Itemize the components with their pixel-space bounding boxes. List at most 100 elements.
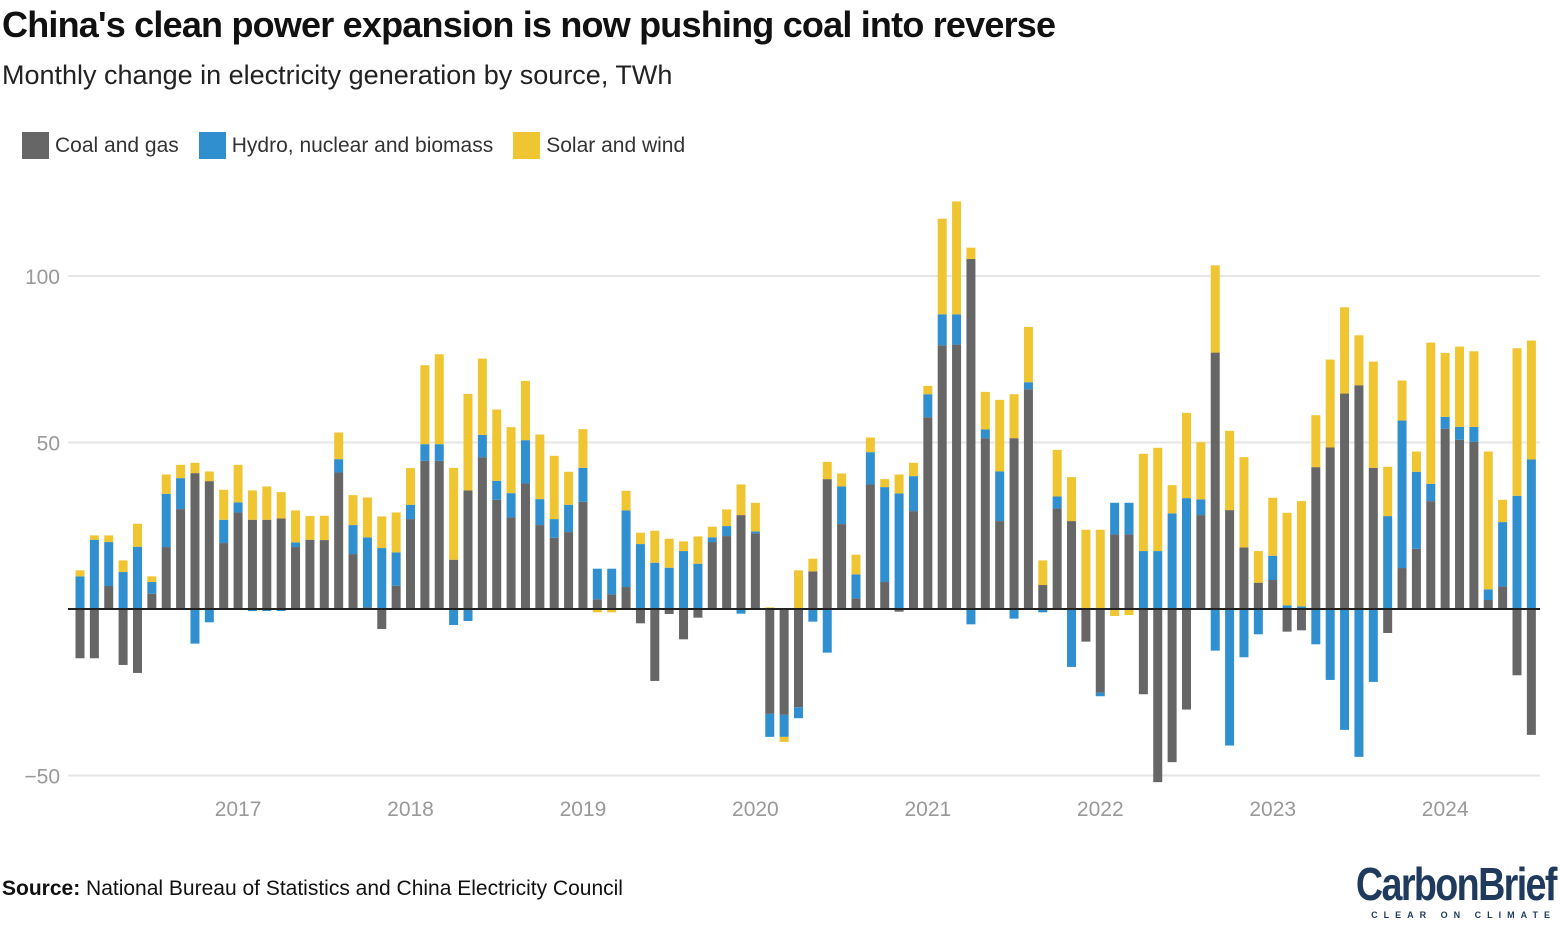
bar-coal-and-gas: [607, 594, 617, 609]
bar-coal-and-gas: [377, 609, 387, 629]
bar-hydro-nuclear-biomass: [1354, 609, 1364, 757]
bar-solar-and-wind: [650, 530, 660, 563]
bar-solar-and-wind: [1023, 326, 1033, 383]
bar-coal-and-gas: [693, 609, 703, 618]
logo-text: CarbonBrief: [1356, 858, 1558, 910]
bar-coal-and-gas: [1138, 609, 1148, 695]
bar-coal-and-gas: [679, 609, 689, 640]
bar-coal-and-gas: [880, 582, 890, 609]
bar-hydro-nuclear-biomass: [132, 546, 142, 609]
bar-coal-and-gas: [1095, 609, 1105, 693]
legend-label: Hydro, nuclear and biomass: [231, 133, 494, 157]
bar-solar-and-wind: [1383, 466, 1393, 517]
bar-solar-and-wind: [736, 484, 746, 516]
bar-coal-and-gas: [707, 542, 717, 609]
bar-solar-and-wind: [679, 541, 689, 552]
bar-solar-and-wind: [492, 409, 502, 481]
bar-solar-and-wind: [406, 468, 416, 505]
bar-coal-and-gas: [1009, 438, 1019, 609]
bar-coal-and-gas: [1325, 447, 1335, 609]
bar-coal-and-gas: [406, 519, 416, 609]
bar-solar-and-wind: [161, 474, 171, 494]
bar-coal-and-gas: [1181, 609, 1191, 710]
x-tick-label: 2024: [1422, 798, 1469, 821]
bar-hydro-nuclear-biomass: [420, 444, 430, 461]
bar-solar-and-wind: [1038, 560, 1048, 586]
bar-hydro-nuclear-biomass: [736, 609, 746, 614]
bar-hydro-nuclear-biomass: [1009, 609, 1019, 619]
bar-coal-and-gas: [75, 609, 85, 659]
bar-solar-and-wind: [348, 495, 358, 526]
bar-hydro-nuclear-biomass: [1023, 382, 1033, 390]
bar-coal-and-gas: [219, 543, 229, 609]
bar-hydro-nuclear-biomass: [578, 467, 588, 502]
x-tick-label: 2018: [387, 798, 434, 821]
bar-solar-and-wind: [1455, 346, 1465, 427]
bar-coal-and-gas: [89, 609, 99, 659]
bar-solar-and-wind: [1239, 457, 1249, 548]
bar-hydro-nuclear-biomass: [1469, 426, 1479, 442]
bar-coal-and-gas: [650, 609, 660, 681]
bar-coal-and-gas: [1067, 521, 1077, 609]
bar-hydro-nuclear-biomass: [1411, 471, 1421, 549]
bar-hydro-nuclear-biomass: [650, 562, 660, 609]
bar-solar-and-wind: [1268, 497, 1278, 556]
bar-hydro-nuclear-biomass: [89, 539, 99, 609]
bar-hydro-nuclear-biomass: [161, 493, 171, 548]
bar-solar-and-wind: [1095, 529, 1105, 609]
bar-coal-and-gas: [664, 609, 674, 614]
bar-solar-and-wind: [506, 427, 516, 494]
bar-solar-and-wind: [535, 434, 545, 500]
bar-coal-and-gas: [1340, 393, 1350, 609]
bar-hydro-nuclear-biomass: [1124, 502, 1134, 535]
bar-coal-and-gas: [1311, 467, 1321, 609]
bar-hydro-nuclear-biomass: [190, 609, 200, 644]
bar-hydro-nuclear-biomass: [837, 486, 847, 525]
bar-solar-and-wind: [1138, 453, 1148, 552]
bar-coal-and-gas: [1225, 510, 1235, 609]
bar-coal-and-gas: [1196, 515, 1206, 609]
bar-hydro-nuclear-biomass: [1110, 502, 1120, 535]
x-tick-label: 2023: [1249, 798, 1296, 821]
bar-solar-and-wind: [204, 471, 214, 482]
bar-hydro-nuclear-biomass: [463, 609, 473, 621]
bar-hydro-nuclear-biomass: [908, 476, 918, 512]
bar-coal-and-gas: [937, 345, 947, 609]
bar-solar-and-wind: [1124, 609, 1134, 615]
bar-coal-and-gas: [621, 587, 631, 609]
bar-solar-and-wind: [1153, 447, 1163, 552]
bar-solar-and-wind: [219, 489, 229, 520]
bar-hydro-nuclear-biomass: [1210, 609, 1220, 651]
bar-hydro-nuclear-biomass: [377, 548, 387, 609]
bar-coal-and-gas: [837, 524, 847, 609]
bar-hydro-nuclear-biomass: [1138, 551, 1148, 609]
bar-coal-and-gas: [736, 515, 746, 609]
bar-coal-and-gas: [463, 490, 473, 609]
bar-solar-and-wind: [362, 497, 372, 538]
bar-coal-and-gas: [750, 533, 760, 609]
bar-coal-and-gas: [564, 532, 574, 609]
bar-coal-and-gas: [132, 609, 142, 673]
bar-coal-and-gas: [1210, 352, 1220, 609]
x-tick-label: 2021: [904, 798, 951, 821]
bar-hydro-nuclear-biomass: [966, 609, 976, 625]
bar-solar-and-wind: [880, 479, 890, 488]
bar-solar-and-wind: [1052, 449, 1062, 497]
bar-hydro-nuclear-biomass: [233, 502, 243, 513]
y-tick-label: −50: [24, 766, 60, 789]
legend: Coal and gas Hydro, nuclear and biomass …: [22, 132, 685, 159]
x-tick-label: 2017: [215, 798, 262, 821]
bar-coal-and-gas: [1411, 548, 1421, 609]
bar-coal-and-gas: [247, 519, 257, 609]
bar-coal-and-gas: [549, 537, 559, 609]
legend-item-solar-and-wind: Solar and wind: [513, 132, 685, 159]
bar-hydro-nuclear-biomass: [937, 314, 947, 346]
bar-hydro-nuclear-biomass: [1067, 609, 1077, 667]
bar-hydro-nuclear-biomass: [147, 582, 157, 594]
bar-hydro-nuclear-biomass: [1268, 555, 1278, 581]
bar-coal-and-gas: [420, 460, 430, 609]
bar-hydro-nuclear-biomass: [1095, 692, 1105, 697]
bar-coal-and-gas: [262, 519, 272, 609]
bar-coal-and-gas: [204, 481, 214, 609]
bar-solar-and-wind: [707, 526, 717, 538]
